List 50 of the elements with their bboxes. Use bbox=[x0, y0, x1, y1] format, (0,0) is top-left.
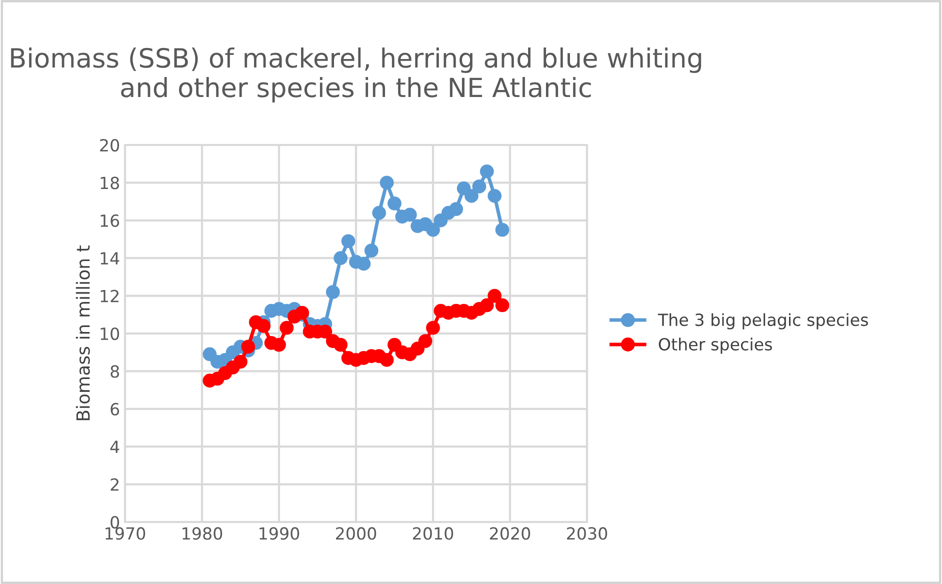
y-tick-label: 4 bbox=[110, 440, 120, 453]
x-tick-label: 1990 bbox=[260, 527, 300, 540]
y-tick-label: 18 bbox=[100, 176, 119, 190]
point bbox=[426, 222, 440, 237]
point bbox=[495, 298, 510, 312]
point bbox=[488, 288, 502, 303]
x-tick-label: 1980 bbox=[182, 527, 222, 540]
point bbox=[418, 334, 432, 348]
point bbox=[241, 340, 256, 354]
point bbox=[426, 320, 440, 335]
point bbox=[272, 338, 286, 352]
y-tick-label: 12 bbox=[100, 290, 118, 302]
point bbox=[280, 320, 294, 335]
y-tick-label: 6 bbox=[110, 402, 120, 416]
point bbox=[464, 188, 478, 203]
point bbox=[388, 196, 402, 210]
chart-title: Biomass (SSB) of mackerel, herring and blue whiting and other species in the NE Atlantic bbox=[11, 47, 702, 103]
point bbox=[334, 338, 348, 352]
point bbox=[449, 202, 464, 216]
x-tick-label: 2030 bbox=[567, 527, 608, 540]
point bbox=[402, 208, 417, 222]
x-tick-label: 2000 bbox=[336, 527, 376, 540]
point bbox=[326, 285, 340, 299]
point bbox=[341, 234, 356, 248]
x-tick-label: 1970 bbox=[106, 527, 146, 540]
legend-label: Other species bbox=[658, 338, 772, 354]
point bbox=[488, 188, 502, 203]
y-tick-label: 10 bbox=[100, 327, 120, 340]
x-tick-label: 2020 bbox=[490, 527, 530, 540]
y-tick-label: 2 bbox=[110, 478, 118, 491]
y-tick-label: 14 bbox=[100, 252, 120, 264]
point bbox=[380, 176, 394, 190]
point bbox=[372, 206, 386, 220]
point bbox=[334, 251, 348, 266]
y-tick-label: 16 bbox=[100, 214, 120, 227]
point bbox=[356, 256, 371, 271]
y-axis-title: Biomass in million t bbox=[76, 246, 90, 420]
point bbox=[364, 244, 378, 258]
point bbox=[256, 319, 271, 333]
legend-label: The 3 big pelagic species bbox=[658, 313, 868, 330]
point bbox=[480, 298, 494, 312]
point bbox=[234, 354, 248, 369]
point bbox=[472, 180, 486, 194]
point bbox=[495, 222, 510, 237]
point bbox=[480, 164, 494, 178]
point bbox=[380, 352, 394, 367]
x-tick-label: 2010 bbox=[413, 527, 454, 540]
y-tick-label: 20 bbox=[100, 138, 120, 152]
y-tick-label: 8 bbox=[110, 365, 119, 378]
y-tick-label: 0 bbox=[110, 516, 120, 529]
